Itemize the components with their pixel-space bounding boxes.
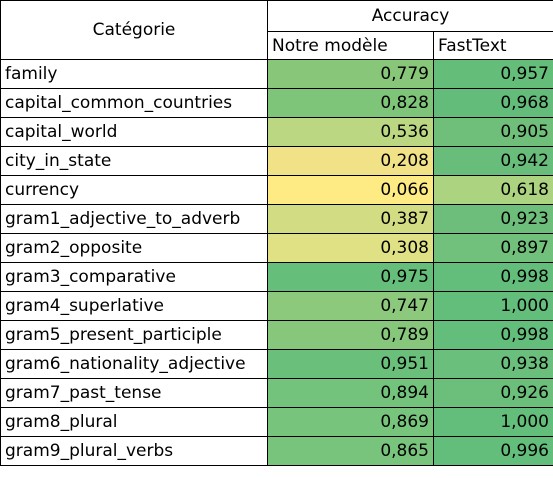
- table-row: capital_common_countries 0,828 0,968: [0, 88, 553, 118]
- notre-modele-cell: 0,828: [267, 88, 434, 118]
- notre-modele-cell: 0,308: [267, 233, 434, 263]
- category-cell: gram2_opposite: [0, 233, 268, 263]
- category-cell: gram4_superlative: [0, 291, 268, 321]
- notre-modele-cell: 0,387: [267, 204, 434, 234]
- table-row: family 0,779 0,957: [0, 59, 553, 89]
- notre-modele-cell: 0,975: [267, 262, 434, 292]
- fasttext-cell: 1,000: [433, 407, 553, 437]
- accuracy-group-header: Accuracy: [267, 0, 553, 32]
- fasttext-cell: 0,938: [433, 349, 553, 379]
- accuracy-table: Catégorie Accuracy Notre modèle FastText…: [0, 0, 553, 466]
- notre-modele-cell: 0,747: [267, 291, 434, 321]
- category-cell: gram7_past_tense: [0, 378, 268, 408]
- category-cell: gram1_adjective_to_adverb: [0, 204, 268, 234]
- table-row: gram8_plural 0,869 1,000: [0, 407, 553, 437]
- table-row: gram1_adjective_to_adverb 0,387 0,923: [0, 204, 553, 234]
- table-row: gram5_present_participle 0,789 0,998: [0, 320, 553, 350]
- fasttext-cell: 0,897: [433, 233, 553, 263]
- category-cell: gram6_nationality_adjective: [0, 349, 268, 379]
- notre-modele-cell: 0,865: [267, 436, 434, 466]
- notre-modele-cell: 0,066: [267, 175, 434, 205]
- category-cell: capital_world: [0, 117, 268, 147]
- table-row: capital_world 0,536 0,905: [0, 117, 553, 147]
- table-row: gram2_opposite 0,308 0,897: [0, 233, 553, 263]
- category-cell: capital_common_countries: [0, 88, 268, 118]
- notre-modele-cell: 0,536: [267, 117, 434, 147]
- fasttext-cell: 0,998: [433, 320, 553, 350]
- fasttext-header: FastText: [433, 31, 553, 60]
- category-cell: city_in_state: [0, 146, 268, 176]
- fasttext-cell: 0,942: [433, 146, 553, 176]
- fasttext-cell: 0,923: [433, 204, 553, 234]
- table-row: gram9_plural_verbs 0,865 0,996: [0, 436, 553, 466]
- table-row: city_in_state 0,208 0,942: [0, 146, 553, 176]
- category-cell: currency: [0, 175, 268, 205]
- fasttext-cell: 0,998: [433, 262, 553, 292]
- category-header: Catégorie: [0, 0, 268, 60]
- table-row: gram7_past_tense 0,894 0,926: [0, 378, 553, 408]
- fasttext-cell: 0,996: [433, 436, 553, 466]
- notre-modele-cell: 0,208: [267, 146, 434, 176]
- table-row: currency 0,066 0,618: [0, 175, 553, 205]
- fasttext-cell: 0,926: [433, 378, 553, 408]
- notre-modele-cell: 0,869: [267, 407, 434, 437]
- notre-modele-cell: 0,779: [267, 59, 434, 89]
- category-cell: gram8_plural: [0, 407, 268, 437]
- category-cell: gram3_comparative: [0, 262, 268, 292]
- fasttext-cell: 0,957: [433, 59, 553, 89]
- fasttext-cell: 0,968: [433, 88, 553, 118]
- table-row: gram3_comparative 0,975 0,998: [0, 262, 553, 292]
- fasttext-cell: 0,905: [433, 117, 553, 147]
- table-row: gram6_nationality_adjective 0,951 0,938: [0, 349, 553, 379]
- category-cell: gram5_present_participle: [0, 320, 268, 350]
- fasttext-cell: 1,000: [433, 291, 553, 321]
- fasttext-cell: 0,618: [433, 175, 553, 205]
- category-cell: family: [0, 59, 268, 89]
- category-cell: gram9_plural_verbs: [0, 436, 268, 466]
- notre-modele-cell: 0,894: [267, 378, 434, 408]
- notre-modele-cell: 0,951: [267, 349, 434, 379]
- table-body: family 0,779 0,957 capital_common_countries…: [0, 59, 553, 466]
- notre-modele-header: Notre modèle: [267, 31, 434, 60]
- table-row: gram4_superlative 0,747 1,000: [0, 291, 553, 321]
- notre-modele-cell: 0,789: [267, 320, 434, 350]
